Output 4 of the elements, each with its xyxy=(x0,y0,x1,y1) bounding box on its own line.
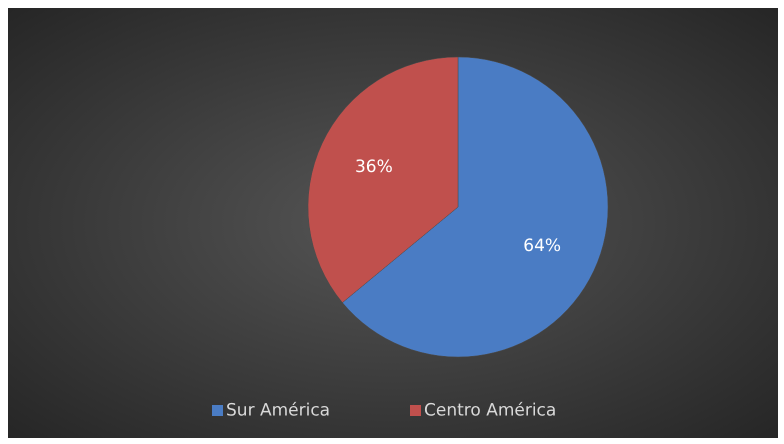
slice-label: Sur América xyxy=(226,400,330,421)
data-label: 64% xyxy=(523,236,562,256)
legend-label: Centro América xyxy=(424,400,556,421)
data-label: 36% xyxy=(354,157,393,178)
